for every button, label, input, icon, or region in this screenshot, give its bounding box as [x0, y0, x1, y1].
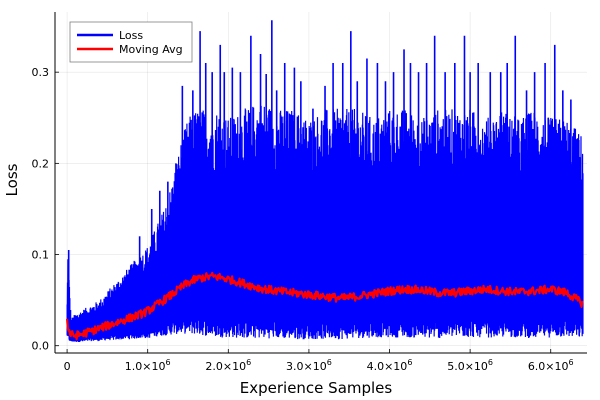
y-tick-label: 0.3 — [32, 66, 50, 79]
x-tick-label: 1.0×106 — [125, 358, 171, 373]
moving-avg-series — [65, 271, 584, 341]
y-axis-label: Loss — [3, 163, 21, 196]
y-tick-label: 0.0 — [32, 340, 50, 353]
x-axis-label: Experience Samples — [240, 379, 393, 397]
x-tick-label: 3.0×106 — [286, 358, 332, 373]
moving-avg-line — [65, 271, 584, 341]
x-tick-label: 5.0×106 — [447, 358, 493, 373]
loss-series — [66, 20, 584, 343]
y-tick-label: 0.1 — [32, 249, 50, 262]
legend-label-moving-avg: Moving Avg — [119, 43, 183, 56]
legend-box — [69, 21, 193, 63]
x-tick-label: 6.0×106 — [528, 358, 574, 373]
x-tick-label: 4.0×106 — [367, 358, 413, 373]
axes — [54, 12, 587, 354]
tick-labels: 0 1.0×106 2.0×106 3.0×106 4.0×106 5.0×106 6.0×… — [32, 66, 574, 373]
legend-label-loss: Loss — [119, 29, 143, 42]
x-tick-label: 0 — [64, 360, 71, 373]
y-tick-label: 0.2 — [32, 157, 50, 170]
legend: Loss Moving Avg — [69, 21, 193, 63]
x-tick-label: 2.0×106 — [205, 358, 251, 373]
